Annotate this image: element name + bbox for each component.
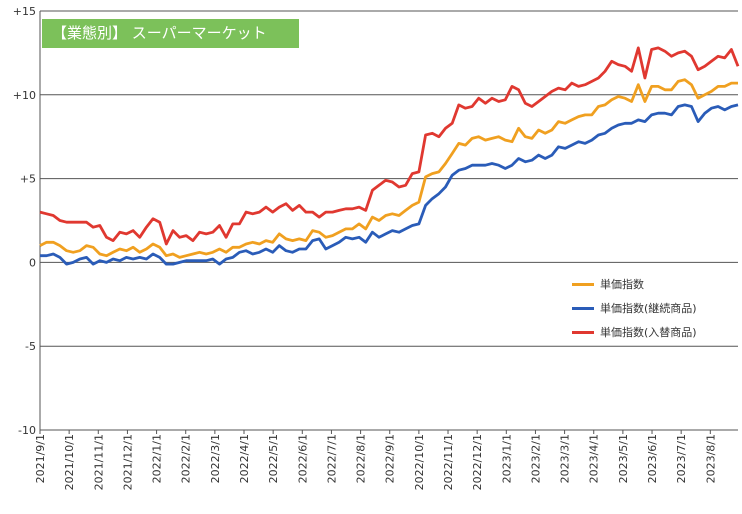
legend-item: 単価指数: [572, 272, 740, 296]
x-tick-label: 2023/4/1: [588, 434, 601, 483]
chart-title: 【業態別】 スーパーマーケット: [42, 19, 299, 48]
x-tick-label: 2022/10/1: [413, 434, 426, 490]
y-tick-label: -10: [18, 424, 36, 437]
legend-item: 単価指数(入替商品): [572, 320, 740, 344]
x-tick-label: 2021/11/1: [92, 434, 105, 490]
x-tick-label: 2023/8/1: [704, 434, 717, 483]
legend-item: 単価指数(継続商品): [572, 296, 740, 320]
x-tick-label: 2022/1/1: [151, 434, 164, 483]
legend: 単価指数単価指数(継続商品) 単価指数(入替商品): [572, 272, 740, 344]
x-tick-label: 2021/9/1: [34, 434, 47, 483]
x-tick-label: 2023/6/1: [646, 434, 659, 483]
x-tick-label: 2022/4/1: [238, 434, 251, 483]
x-tick-labels: 2021/9/1 2021/10/1 2021/11/1 2021/12/1 2022/…: [34, 434, 717, 490]
series-lines: [39, 46, 740, 266]
grid-lines: [40, 10, 738, 431]
series-line-2: [39, 46, 740, 246]
y-tick-label: +10: [13, 89, 36, 102]
y-tick-label: 0: [29, 256, 36, 269]
axes: [39, 11, 711, 434]
legend-swatch: [572, 282, 594, 286]
y-tick-label: +15: [13, 5, 36, 18]
x-tick-label: 2022/3/1: [209, 434, 222, 483]
legend-label: 単価指数(入替商品): [600, 326, 697, 339]
x-tick-label: 2023/1/1: [500, 434, 513, 483]
x-tick-label: 2022/11/1: [442, 434, 455, 490]
x-tick-label: 2022/6/1: [296, 434, 309, 483]
legend-label: 単価指数(継続商品): [600, 302, 697, 315]
series-line-0: [39, 78, 738, 259]
x-tick-label: 2022/12/1: [471, 434, 484, 490]
x-tick-label: 2021/12/1: [121, 434, 134, 490]
x-tick-label: 2022/9/1: [384, 434, 397, 483]
x-tick-label: 2023/5/1: [617, 434, 630, 483]
y-tick-label: +5: [20, 173, 36, 186]
x-tick-label: 2023/2/1: [529, 434, 542, 483]
legend-label: 単価指数: [600, 278, 644, 291]
legend-swatch: [572, 306, 594, 310]
x-tick-label: 2021/10/1: [63, 434, 76, 490]
x-tick-label: 2023/7/1: [675, 434, 688, 483]
x-tick-label: 2022/7/1: [325, 434, 338, 483]
legend-swatch: [572, 330, 594, 334]
x-tick-label: 2022/8/1: [355, 434, 368, 483]
x-tick-label: 2022/5/1: [267, 434, 280, 483]
series-line-1: [40, 103, 739, 266]
y-tick-label: -5: [25, 340, 36, 353]
x-tick-label: 2023/3/1: [559, 434, 572, 483]
x-tick-label: 2022/2/1: [180, 434, 193, 483]
y-tick-labels: +15 +10 +5 0 -5 -10: [13, 5, 36, 437]
